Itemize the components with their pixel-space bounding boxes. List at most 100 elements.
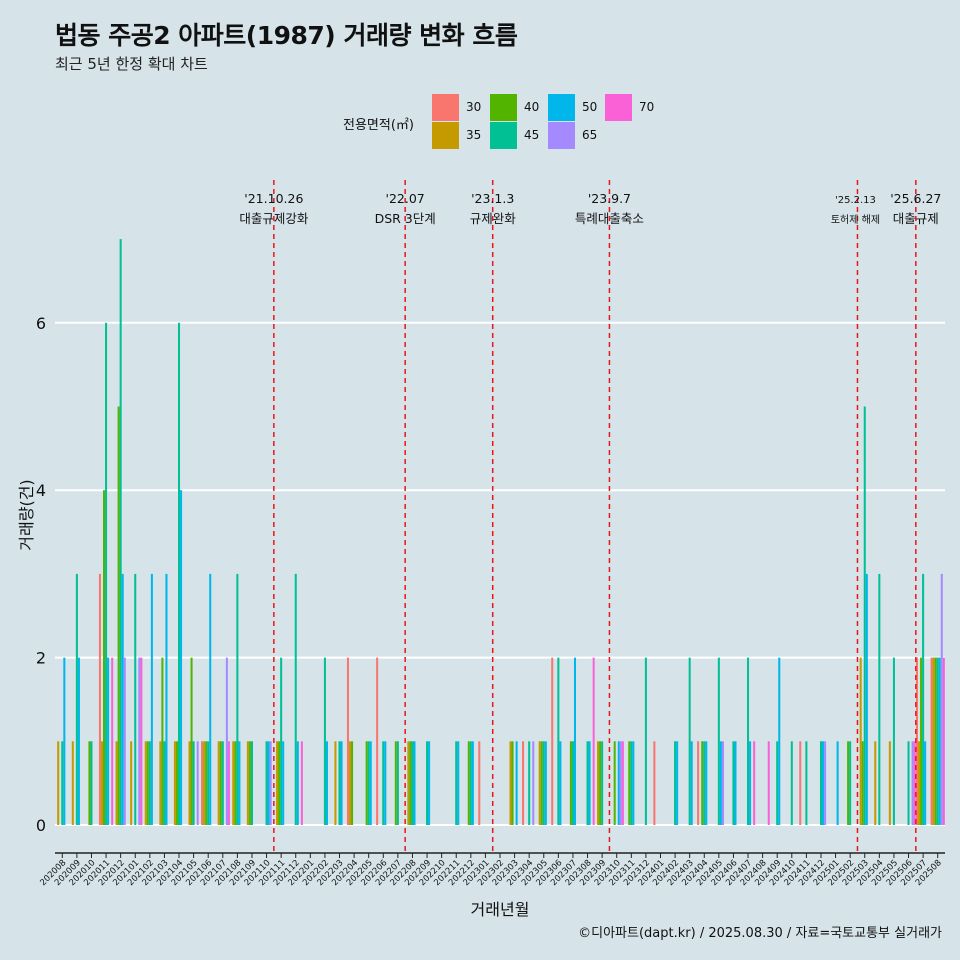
bar (150, 573, 153, 825)
bar (749, 741, 752, 825)
bar (776, 741, 779, 825)
bar (409, 741, 412, 825)
bar (201, 741, 204, 825)
legend-label: 65 (582, 128, 598, 142)
event-date: '25.6.27 (890, 191, 941, 206)
bar (734, 741, 737, 825)
bar (250, 741, 253, 825)
bar (559, 741, 562, 825)
bar (469, 741, 472, 825)
bar (911, 741, 914, 825)
bar (382, 741, 385, 825)
event-label: 규제완화 (470, 211, 517, 226)
event-label: 특례대출축소 (575, 211, 644, 226)
legend-title: 전용면적(㎡) (343, 118, 414, 133)
bar (915, 657, 919, 825)
bar (767, 741, 770, 825)
legend-label: 70 (639, 100, 655, 114)
bar (613, 741, 616, 825)
legend-label: 40 (524, 100, 540, 114)
bar (396, 741, 399, 825)
bar (653, 741, 656, 825)
bar (88, 741, 91, 825)
bar (892, 657, 895, 825)
bar (701, 741, 704, 825)
bar (177, 322, 181, 825)
bar (207, 741, 210, 825)
bar (376, 657, 379, 825)
bar (61, 741, 64, 825)
event-label: DSR 3단계 (375, 211, 436, 226)
bar (920, 657, 923, 825)
event-date: '21.10.26 (244, 191, 303, 206)
bar (674, 741, 677, 825)
bar (278, 741, 281, 825)
bar (63, 657, 66, 825)
bar (334, 741, 337, 825)
bar (859, 657, 862, 825)
bar (934, 657, 937, 825)
bar (140, 657, 143, 825)
bar (551, 657, 554, 825)
bar (188, 741, 191, 825)
bar (394, 741, 397, 825)
bar (203, 741, 206, 825)
bar (248, 741, 251, 825)
bar (924, 741, 927, 825)
bar (159, 741, 162, 825)
legend-swatch (432, 94, 459, 121)
bar (509, 741, 512, 825)
bar (192, 741, 195, 825)
bar (146, 741, 149, 825)
bar (532, 741, 535, 825)
bar (557, 657, 560, 825)
event-date: '25.2.13 (835, 195, 876, 206)
bar (522, 741, 525, 825)
bar (115, 741, 118, 825)
bar (57, 741, 60, 825)
bar (428, 741, 431, 825)
bar (888, 741, 891, 825)
bar (630, 741, 633, 825)
legend-label: 50 (582, 100, 598, 114)
legend: 전용면적(㎡) 30 35 40 45 50 65 70 (343, 92, 673, 152)
bar (571, 741, 574, 825)
bar (267, 741, 270, 825)
bar (325, 741, 328, 825)
bar (407, 741, 410, 825)
event-date: '23.1.3 (471, 191, 514, 206)
bar (705, 741, 708, 825)
event-date: '23.9.7 (588, 191, 631, 206)
bar (799, 741, 802, 825)
bar (369, 741, 372, 825)
bar (232, 741, 235, 825)
bar (732, 741, 735, 825)
bar (77, 657, 80, 825)
y-axis-title: 거래량(건) (17, 479, 36, 550)
bar (932, 657, 935, 825)
bar (703, 741, 706, 825)
bar (918, 741, 921, 825)
bar (515, 741, 518, 825)
bar (351, 741, 354, 825)
bar (847, 741, 850, 825)
bar (221, 741, 224, 825)
page-title: 법동 주공2 아파트(1987) 거래량 변화 흐름 (55, 21, 518, 50)
bar (619, 741, 622, 825)
bar (103, 490, 106, 825)
bar (599, 741, 602, 825)
bar (90, 741, 93, 825)
bar (878, 573, 881, 825)
event-date: '22.07 (386, 191, 425, 206)
y-tick-label: 0 (36, 816, 46, 835)
bar (569, 741, 572, 825)
bar (71, 741, 74, 825)
event-label: 대출규제강화 (239, 211, 309, 226)
bar (180, 490, 183, 825)
bar (234, 741, 237, 825)
bar (538, 741, 541, 825)
legend-swatch (490, 94, 517, 121)
bar (338, 741, 341, 825)
bar (592, 657, 595, 825)
